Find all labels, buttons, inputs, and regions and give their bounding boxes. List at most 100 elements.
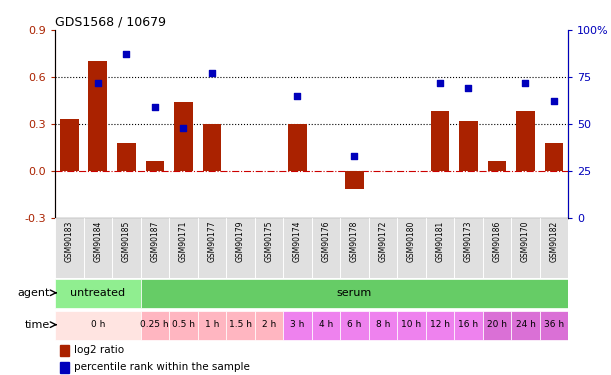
Text: GSM90172: GSM90172 [378, 220, 387, 262]
Bar [202, 124, 221, 171]
Bar [145, 161, 164, 171]
Bar [345, 171, 364, 189]
Bar [488, 161, 507, 171]
Bar [89, 61, 107, 171]
Bar [55, 217, 84, 278]
Bar [426, 311, 454, 340]
Text: GSM90185: GSM90185 [122, 220, 131, 262]
Bar [511, 217, 540, 278]
Text: time: time [24, 320, 50, 330]
Bar [141, 279, 568, 308]
Point [521, 80, 530, 86]
Text: serum: serum [337, 288, 372, 298]
Text: 20 h: 20 h [487, 320, 507, 329]
Text: 8 h: 8 h [376, 320, 390, 329]
Bar [540, 217, 568, 278]
Bar [60, 362, 70, 374]
Text: GSM90187: GSM90187 [150, 220, 159, 262]
Bar [540, 311, 568, 340]
Bar [516, 111, 535, 171]
Point [293, 93, 302, 99]
Text: GSM90171: GSM90171 [179, 220, 188, 262]
Text: 24 h: 24 h [516, 320, 535, 329]
Point [207, 70, 217, 76]
Bar [255, 217, 283, 278]
Bar [60, 119, 78, 171]
Text: GDS1568 / 10679: GDS1568 / 10679 [55, 16, 166, 29]
Bar [397, 217, 426, 278]
Bar [340, 311, 368, 340]
Bar [312, 217, 340, 278]
Text: 36 h: 36 h [544, 320, 564, 329]
Text: 2 h: 2 h [262, 320, 276, 329]
Bar [368, 311, 397, 340]
Bar [312, 311, 340, 340]
Text: 1 h: 1 h [205, 320, 219, 329]
Point [464, 85, 474, 91]
Text: 0.5 h: 0.5 h [172, 320, 195, 329]
Text: GSM90173: GSM90173 [464, 220, 473, 262]
Text: 12 h: 12 h [430, 320, 450, 329]
Bar [511, 311, 540, 340]
Bar [169, 217, 197, 278]
Bar [169, 311, 197, 340]
Point [122, 51, 131, 57]
Bar [340, 217, 368, 278]
Bar [174, 102, 192, 171]
Bar [283, 217, 312, 278]
Bar [117, 142, 136, 171]
Text: GSM90180: GSM90180 [407, 220, 416, 262]
Text: 3 h: 3 h [290, 320, 304, 329]
Bar [397, 311, 426, 340]
Bar [197, 217, 226, 278]
Text: GSM90186: GSM90186 [492, 220, 502, 262]
Bar [226, 311, 255, 340]
Point [349, 153, 359, 159]
Bar [84, 217, 112, 278]
Text: 0.25 h: 0.25 h [141, 320, 169, 329]
Bar [55, 279, 141, 308]
Text: 0 h: 0 h [90, 320, 105, 329]
Text: GSM90184: GSM90184 [93, 220, 102, 262]
Bar [283, 311, 312, 340]
Text: 4 h: 4 h [319, 320, 333, 329]
Text: GSM90170: GSM90170 [521, 220, 530, 262]
Text: 6 h: 6 h [347, 320, 362, 329]
Text: GSM90183: GSM90183 [65, 220, 74, 262]
Point [93, 80, 103, 86]
Text: log2 ratio: log2 ratio [75, 345, 125, 355]
Text: agent: agent [18, 288, 50, 298]
Bar [545, 142, 563, 171]
Bar [55, 311, 141, 340]
Bar [483, 217, 511, 278]
Bar [368, 217, 397, 278]
Bar [112, 217, 141, 278]
Bar [255, 311, 283, 340]
Text: 16 h: 16 h [458, 320, 478, 329]
Text: 10 h: 10 h [401, 320, 422, 329]
Bar [459, 121, 478, 171]
Text: 1.5 h: 1.5 h [229, 320, 252, 329]
Text: GSM90182: GSM90182 [549, 220, 558, 262]
Text: GSM90178: GSM90178 [350, 220, 359, 262]
Text: GSM90177: GSM90177 [207, 220, 216, 262]
Text: GSM90181: GSM90181 [436, 220, 444, 262]
Point [178, 124, 188, 130]
Text: GSM90174: GSM90174 [293, 220, 302, 262]
Bar [454, 311, 483, 340]
Bar [426, 217, 454, 278]
Text: GSM90176: GSM90176 [321, 220, 331, 262]
Text: GSM90175: GSM90175 [265, 220, 273, 262]
Text: GSM90179: GSM90179 [236, 220, 245, 262]
Bar [431, 111, 449, 171]
Bar [288, 124, 307, 171]
Point [549, 98, 559, 104]
Text: percentile rank within the sample: percentile rank within the sample [75, 362, 251, 372]
Bar [141, 217, 169, 278]
Bar [60, 345, 70, 356]
Point [435, 80, 445, 86]
Bar [226, 217, 255, 278]
Bar [197, 311, 226, 340]
Bar [454, 217, 483, 278]
Text: untreated: untreated [70, 288, 125, 298]
